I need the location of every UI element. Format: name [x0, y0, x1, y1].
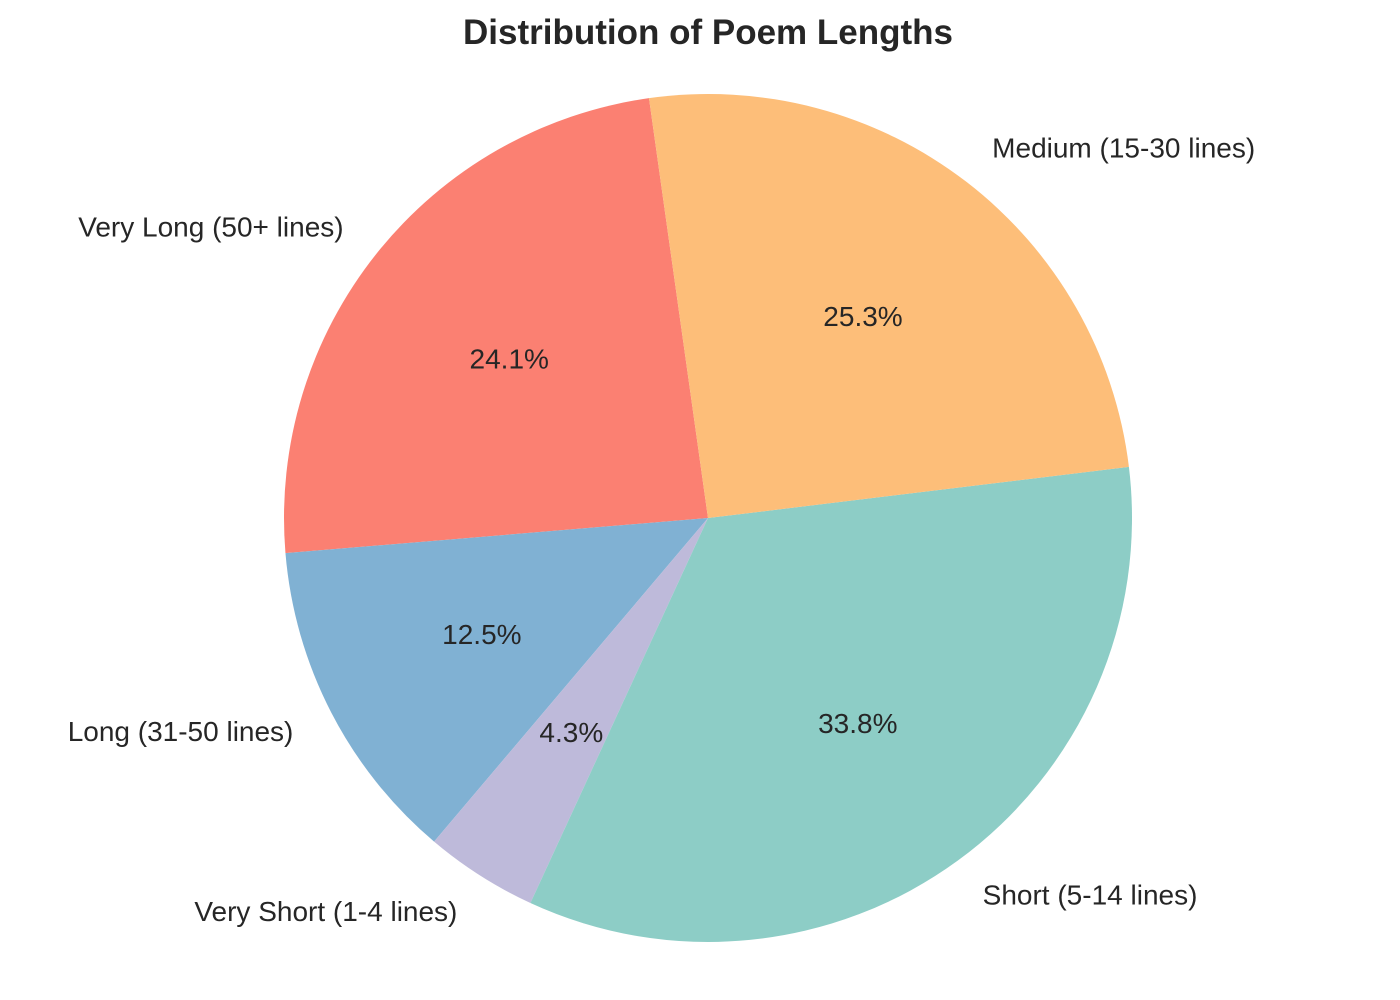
category-label: Long (31-50 lines) — [68, 716, 294, 747]
category-label: Very Short (1-4 lines) — [194, 896, 457, 927]
pie-slice — [284, 98, 708, 554]
percent-label: 12.5% — [442, 619, 521, 650]
chart-title: Distribution of Poem Lengths — [463, 13, 953, 52]
category-label: Medium (15-30 lines) — [992, 133, 1255, 164]
pie-slices — [284, 93, 1132, 943]
pie-slice — [530, 466, 1132, 943]
pie-slice — [285, 518, 708, 842]
category-label: Short (5-14 lines) — [983, 879, 1198, 910]
pie-slice — [434, 518, 708, 904]
percent-label: 25.3% — [823, 301, 902, 332]
category-label: Very Long (50+ lines) — [78, 211, 343, 242]
percent-label: 33.8% — [818, 708, 897, 739]
percent-labels: 24.1% 12.5% 4.3% 33.8% 25.3% — [442, 301, 903, 748]
pie-slice — [648, 93, 1129, 519]
percent-label: 24.1% — [470, 344, 549, 375]
category-labels: Very Long (50+ lines) Long (31-50 lines) V… — [68, 133, 1255, 927]
percent-label: 4.3% — [539, 717, 603, 748]
